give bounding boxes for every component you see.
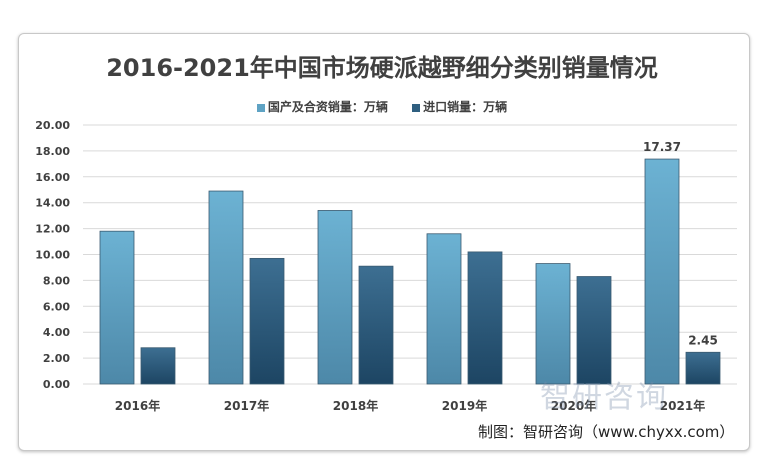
y-tick-label: 16.00: [35, 171, 70, 184]
y-tick-label: 2.00: [43, 352, 70, 365]
x-tick-label: 2016年: [115, 398, 160, 413]
bar-import: [358, 265, 394, 385]
y-tick-label: 20.00: [35, 119, 70, 132]
x-tick-label: 2018年: [333, 398, 378, 413]
bar-import: [249, 257, 285, 385]
bar-import: [685, 351, 721, 385]
chart-title: 2016-2021年中国市场硬派越野细分类别销量情况: [106, 54, 658, 82]
bar-import: [576, 276, 612, 385]
legend: 国产及合资销量：万辆 进口销量：万辆: [0, 98, 764, 115]
y-tick-label: 6.00: [43, 300, 70, 313]
legend-item-import: 进口销量：万辆: [412, 100, 507, 114]
legend-swatch: [256, 103, 265, 112]
x-tick-label: 2021年: [660, 398, 705, 413]
data-label: 2.45: [688, 333, 718, 347]
bar-domestic: [426, 233, 462, 385]
legend-item-domestic: 国产及合资销量：万辆: [256, 100, 388, 114]
bar-import: [467, 251, 503, 385]
bar-domestic: [208, 190, 244, 385]
y-tick-label: 10.00: [35, 249, 70, 262]
watermark: 智研咨询: [540, 380, 668, 415]
y-tick-label: 8.00: [43, 274, 70, 287]
bar-domestic: [317, 210, 353, 385]
y-tick-label: 18.00: [35, 145, 70, 158]
y-tick-label: 4.00: [43, 326, 70, 339]
bar-domestic: [644, 158, 680, 385]
bar-domestic: [535, 263, 571, 385]
y-tick-label: 12.00: [35, 223, 70, 236]
legend-label: 国产及合资销量：万辆: [267, 100, 388, 114]
x-tick-label: 2019年: [442, 398, 487, 413]
bar-domestic: [99, 230, 135, 385]
y-tick-label: 0.00: [43, 378, 70, 391]
bar-import: [140, 347, 176, 385]
legend-swatch: [412, 103, 421, 112]
x-tick-label: 2020年: [551, 398, 596, 413]
data-label: 17.37: [643, 140, 681, 154]
credit-text: 制图：智研咨询（www.chyxx.com）: [478, 423, 735, 441]
legend-label: 进口销量：万辆: [423, 100, 508, 114]
y-tick-label: 14.00: [35, 197, 70, 210]
x-tick-label: 2017年: [224, 398, 269, 413]
